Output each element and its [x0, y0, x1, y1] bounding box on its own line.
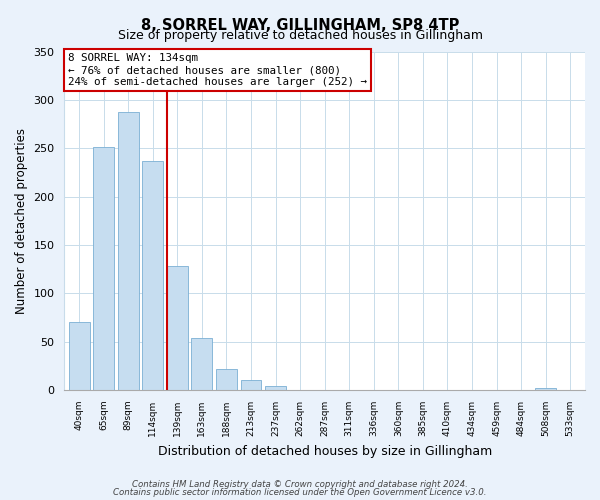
Bar — [265, 386, 286, 390]
X-axis label: Distribution of detached houses by size in Gillingham: Distribution of detached houses by size … — [158, 444, 492, 458]
Text: Size of property relative to detached houses in Gillingham: Size of property relative to detached ho… — [118, 29, 482, 42]
Bar — [241, 380, 262, 390]
Bar — [118, 112, 139, 390]
Text: Contains HM Land Registry data © Crown copyright and database right 2024.: Contains HM Land Registry data © Crown c… — [132, 480, 468, 489]
Bar — [535, 388, 556, 390]
Text: 8, SORREL WAY, GILLINGHAM, SP8 4TP: 8, SORREL WAY, GILLINGHAM, SP8 4TP — [141, 18, 459, 32]
Bar — [142, 161, 163, 390]
Text: 8 SORREL WAY: 134sqm
← 76% of detached houses are smaller (800)
24% of semi-deta: 8 SORREL WAY: 134sqm ← 76% of detached h… — [68, 54, 367, 86]
Y-axis label: Number of detached properties: Number of detached properties — [15, 128, 28, 314]
Bar — [93, 148, 114, 390]
Bar — [69, 322, 89, 390]
Bar — [191, 338, 212, 390]
Bar — [216, 369, 237, 390]
Bar — [167, 266, 188, 390]
Text: Contains public sector information licensed under the Open Government Licence v3: Contains public sector information licen… — [113, 488, 487, 497]
